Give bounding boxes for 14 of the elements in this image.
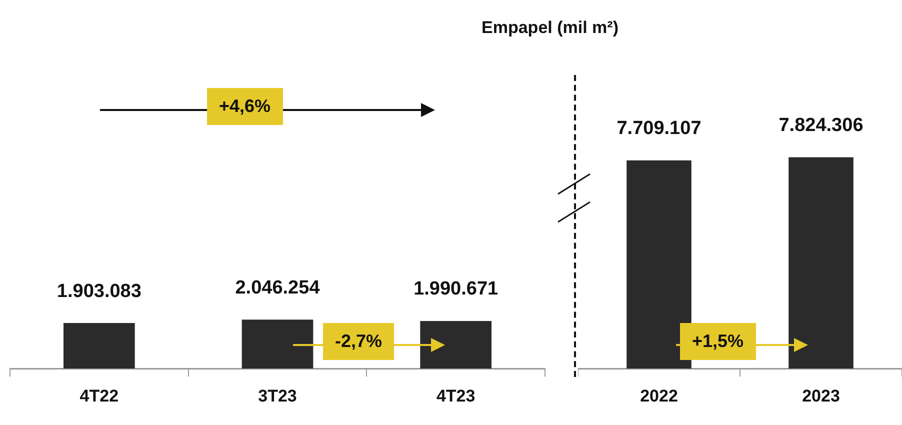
x-tick-label: 3T23 (258, 386, 297, 406)
text: +4,6% (207, 88, 283, 125)
annotation: +1,5% (680, 323, 756, 360)
data-label: 1.990.671 (414, 278, 499, 300)
annotation: -2,7% (323, 323, 394, 360)
chart-title: Empapel (mil m²) (480, 18, 620, 38)
data-label: 2.046.254 (235, 277, 320, 298)
data-label: 7.709.107 (616, 118, 702, 140)
data-label: 1.903.083 (56, 280, 142, 302)
x-tick-label: 2022 (640, 386, 678, 406)
data-label: 7.824.306 (778, 114, 864, 136)
x-tick-label: 2023 (802, 386, 840, 406)
x-tick-label: 4T22 (80, 386, 119, 406)
x-tick-label: 4T23 (436, 386, 476, 406)
